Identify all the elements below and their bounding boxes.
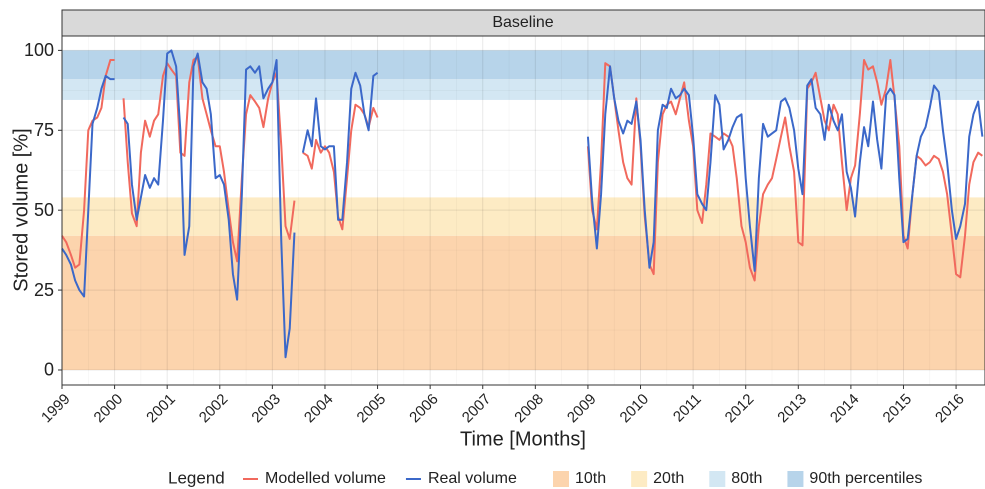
panel-border (61, 35, 985, 386)
x-tick-label: 2016 (932, 391, 968, 427)
percentile-band (62, 50, 985, 80)
facet-title: Baseline (492, 14, 553, 31)
y-axis-title: Stored volume [%] (10, 128, 32, 291)
legend-label: 80th (731, 470, 762, 487)
legend-key (787, 471, 804, 487)
legend-label: Modelled volume (265, 470, 386, 487)
x-tick-label: 2011 (670, 391, 705, 426)
x-tick-label: 1999 (38, 391, 74, 427)
x-tick-label: 2008 (511, 391, 547, 427)
x-tick-label: 2003 (248, 391, 284, 427)
legend-label: 90th percentiles (809, 470, 922, 487)
x-tick-label: 2015 (879, 391, 915, 427)
percentile-band (62, 235, 985, 370)
x-tick-label: 2013 (774, 391, 810, 427)
percentile-band (62, 197, 985, 236)
x-tick-label: 2000 (91, 391, 127, 427)
legend-title: Legend (168, 468, 225, 487)
x-tick-label: 2006 (406, 391, 442, 427)
x-tick-label: 2007 (459, 391, 495, 427)
series-line (61, 49, 984, 359)
y-tick-label: 50 (34, 200, 54, 220)
x-tick-label: 2014 (827, 391, 863, 427)
y-tick-label: 0 (44, 360, 54, 380)
x-tick-label: 2005 (354, 391, 390, 427)
y-tick-label: 75 (34, 120, 54, 140)
x-tick-label: 2009 (564, 391, 600, 427)
legend-key (553, 471, 569, 487)
legend-label: 10th (575, 470, 606, 487)
y-tick-label: 100 (24, 40, 54, 60)
legend-key (709, 471, 726, 487)
x-tick-label: 2001 (143, 391, 179, 427)
y-tick-label: 25 (34, 280, 54, 300)
percentile-band (62, 79, 985, 100)
x-axis-title: Time [Months] (460, 428, 586, 450)
x-tick-label: 2010 (617, 391, 653, 427)
legend-label: Real volume (428, 470, 517, 487)
x-tick-label: 2002 (196, 391, 232, 427)
legend-label: 20th (653, 470, 684, 487)
series-line (61, 55, 983, 282)
facet-strip (61, 9, 985, 37)
x-tick-label: 2004 (301, 391, 337, 427)
x-tick-label: 2012 (722, 391, 758, 427)
legend-key (631, 471, 648, 487)
